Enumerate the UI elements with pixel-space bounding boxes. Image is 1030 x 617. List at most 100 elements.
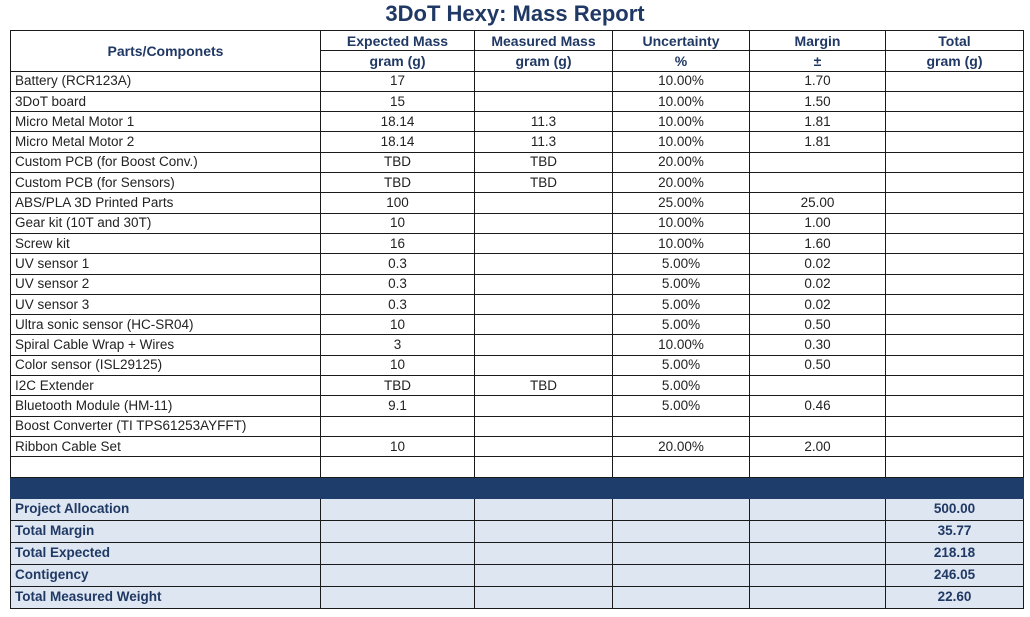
cell-measured (474, 293, 613, 316)
cell-total (885, 435, 1024, 458)
cell-part: Color sensor (ISL29125) (10, 354, 321, 377)
cell-part: Custom PCB (for Sensors) (10, 172, 321, 194)
summary-label: Project Allocation (10, 497, 321, 521)
cell-part (10, 456, 321, 478)
report-title: 3DoT Hexy: Mass Report (385, 1, 645, 26)
cell-expected: 16 (320, 232, 475, 255)
summary-empty-cell (320, 497, 475, 521)
table-row: Spiral Cable Wrap + Wires 3 10.00% 0.30 (10, 334, 1024, 356)
cell-measured (474, 212, 613, 234)
header-expected-unit: gram (g) (320, 50, 475, 72)
cell-measured (474, 415, 613, 437)
summary-total: 500.00 (885, 497, 1024, 521)
cell-measured (474, 192, 613, 214)
cell-measured: TBD (474, 151, 613, 174)
summary-empty-cell (612, 519, 750, 543)
cell-expected: 100 (320, 192, 475, 214)
cell-uncertainty: 10.00% (612, 212, 750, 234)
cell-part: Battery (RCR123A) (10, 70, 321, 92)
table-row: Screw kit 16 10.00% 1.60 (10, 232, 1024, 255)
header-uncertainty-unit: % (612, 50, 750, 72)
cell-measured (474, 90, 613, 113)
cell-uncertainty: 10.00% (612, 90, 750, 113)
summary-empty-cell (320, 519, 475, 543)
cell-measured (474, 253, 613, 275)
cell-expected: 18.14 (320, 131, 475, 153)
cell-uncertainty (612, 415, 750, 437)
band-body (10, 476, 1024, 499)
cell-part: UV sensor 3 (10, 293, 321, 316)
table-row: UV sensor 1 0.3 5.00% 0.02 (10, 253, 1024, 275)
summary-total: 218.18 (885, 541, 1024, 565)
summary-empty-cell (320, 541, 475, 565)
cell-expected: 3 (320, 334, 475, 356)
summary-empty-cell (749, 541, 886, 565)
cell-measured (474, 70, 613, 92)
summary-empty-cell (749, 563, 886, 587)
cell-margin: 0.02 (749, 273, 886, 295)
cell-part: I2C Extender (10, 375, 321, 397)
cell-uncertainty: 25.00% (612, 192, 750, 214)
summary-row: Contigency 246.05 (10, 563, 1024, 587)
cell-uncertainty: 10.00% (612, 111, 750, 133)
cell-uncertainty: 10.00% (612, 131, 750, 153)
summary-empty-cell (474, 519, 613, 543)
header-expected: Expected Mass (320, 29, 475, 52)
cell-expected: TBD (320, 151, 475, 174)
cell-expected: 17 (320, 70, 475, 92)
cell-total (885, 192, 1024, 214)
table-row: Custom PCB (for Boost Conv.) TBD TBD 20.00% (10, 151, 1024, 174)
cell-margin: 1.60 (749, 232, 886, 255)
table-row: Boost Converter (TI TPS61253AYFFT) (10, 415, 1024, 437)
summary-label: Total Measured Weight (10, 585, 321, 609)
table-row: Custom PCB (for Sensors) TBD TBD 20.00% (10, 172, 1024, 194)
parts-body: Battery (RCR123A) 17 10.00% 1.70 3DoT board 1… (10, 70, 1024, 478)
cell-part: Spiral Cable Wrap + Wires (10, 334, 321, 356)
cell-total (885, 253, 1024, 275)
table-row (10, 456, 1024, 478)
cell-margin: 0.50 (749, 354, 886, 377)
summary-label: Contigency (10, 563, 321, 587)
cell-part: ABS/PLA 3D Printed Parts (10, 192, 321, 214)
cell-total (885, 232, 1024, 255)
cell-uncertainty: 20.00% (612, 435, 750, 458)
cell-margin (749, 415, 886, 437)
summary-empty-cell (749, 497, 886, 521)
cell-uncertainty: 20.00% (612, 172, 750, 194)
cell-uncertainty: 10.00% (612, 334, 750, 356)
summary-row: Total Expected 218.18 (10, 541, 1024, 565)
cell-margin: 1.00 (749, 212, 886, 234)
header-parts: Parts/Componets (10, 30, 321, 72)
table-row: 3DoT board 15 10.00% 1.50 (10, 90, 1024, 113)
cell-uncertainty: 5.00% (612, 253, 750, 275)
cell-margin: 2.00 (749, 435, 886, 458)
header-measured-unit: gram (g) (474, 50, 613, 72)
cell-uncertainty: 5.00% (612, 375, 750, 397)
cell-uncertainty: 5.00% (612, 293, 750, 316)
header-margin: Margin (749, 29, 886, 52)
cell-measured (474, 395, 613, 417)
cell-margin: 0.02 (749, 293, 886, 316)
cell-measured (474, 354, 613, 377)
header-margin-unit: ± (749, 50, 886, 72)
cell-part: Ribbon Cable Set (10, 435, 321, 458)
cell-uncertainty: 10.00% (612, 232, 750, 255)
summary-body: Project Allocation 500.00 Total Margin 35.7… (10, 497, 1024, 609)
table-row: UV sensor 3 0.3 5.00% 0.02 (10, 293, 1024, 316)
table-row: Bluetooth Module (HM-11) 9.1 5.00% 0.46 (10, 395, 1024, 417)
table-row: Ribbon Cable Set 10 20.00% 2.00 (10, 435, 1024, 458)
summary-label: Total Expected (10, 541, 321, 565)
cell-uncertainty: 5.00% (612, 354, 750, 377)
cell-measured: 11.3 (474, 111, 613, 133)
summary-total: 35.77 (885, 519, 1024, 543)
cell-margin (749, 151, 886, 174)
table-row: Ultra sonic sensor (HC-SR04) 10 5.00% 0.50 (10, 314, 1024, 336)
summary-empty-cell (612, 541, 750, 565)
header-measured: Measured Mass (474, 29, 613, 52)
cell-uncertainty: 5.00% (612, 273, 750, 295)
table-row: Micro Metal Motor 2 18.14 11.3 10.00% 1.81 (10, 131, 1024, 153)
cell-margin: 1.81 (749, 131, 886, 153)
table-row: UV sensor 2 0.3 5.00% 0.02 (10, 273, 1024, 295)
summary-empty-cell (320, 563, 475, 587)
summary-empty-cell (749, 585, 886, 609)
